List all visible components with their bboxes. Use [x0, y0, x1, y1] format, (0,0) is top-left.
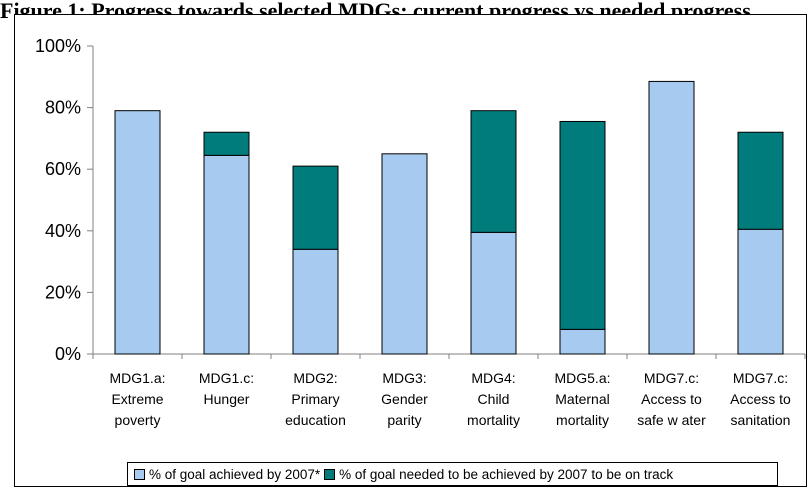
- x-category-label: Access to: [730, 391, 791, 407]
- x-category-label: MDG3:: [382, 370, 426, 386]
- legend: % of goal achieved by 2007* % of goal ne…: [127, 462, 778, 486]
- bar-needed: [203, 131, 250, 156]
- x-category-label: safe w ater: [637, 412, 706, 428]
- bar-achieved: [381, 153, 428, 355]
- bar-achieved: [114, 110, 161, 355]
- x-category-label: poverty: [115, 412, 161, 428]
- x-category-label: MDG4:: [471, 370, 515, 386]
- x-category-label: parity: [387, 412, 421, 428]
- bar-achieved: [648, 80, 695, 355]
- y-tick-label: 40%: [45, 221, 81, 241]
- x-category-label: Gender: [381, 391, 428, 407]
- x-category-label: MDG1.c:: [199, 370, 254, 386]
- x-category-label: mortality: [467, 412, 520, 428]
- bar-needed: [292, 165, 339, 250]
- y-tick-label: 60%: [45, 159, 81, 179]
- x-category-label: MDG7.c:: [644, 370, 699, 386]
- legend-item-achieved: % of goal achieved by 2007*: [134, 467, 320, 482]
- x-category-label: Maternal: [555, 391, 609, 407]
- legend-swatch-achieved: [134, 468, 145, 480]
- y-tick-label: 80%: [45, 98, 81, 118]
- legend-item-needed: % of goal needed to be achieved by 2007 …: [324, 467, 673, 482]
- x-category-label: MDG7.c:: [733, 370, 788, 386]
- y-tick-label: 0%: [55, 344, 81, 364]
- y-tick-label: 20%: [45, 282, 81, 302]
- bar-needed: [470, 110, 517, 233]
- y-tick-label: 100%: [35, 36, 81, 56]
- x-category-label: education: [285, 412, 346, 428]
- legend-swatch-needed: [324, 468, 336, 480]
- bar-achieved: [203, 154, 250, 355]
- bar-needed: [737, 131, 784, 230]
- x-category-label: MDG2:: [293, 370, 337, 386]
- x-category-label: Access to: [641, 391, 702, 407]
- bar-achieved: [559, 328, 606, 355]
- x-category-label: Primary: [291, 391, 339, 407]
- x-category-label: sanitation: [731, 412, 791, 428]
- bar-achieved: [292, 248, 339, 355]
- x-category-label: Hunger: [204, 391, 250, 407]
- bar-achieved: [470, 231, 517, 355]
- bar-achieved: [737, 228, 784, 355]
- x-category-label: Child: [478, 391, 510, 407]
- x-category-label: MDG5.a:: [554, 370, 610, 386]
- x-category-label: mortality: [556, 412, 609, 428]
- bar-needed: [559, 120, 606, 330]
- legend-label-needed: % of goal needed to be achieved by 2007 …: [339, 466, 674, 482]
- x-category-label: MDG1.a:: [109, 370, 165, 386]
- x-category-label: Extreme: [111, 391, 163, 407]
- legend-label-achieved: % of goal achieved by 2007*: [149, 466, 321, 482]
